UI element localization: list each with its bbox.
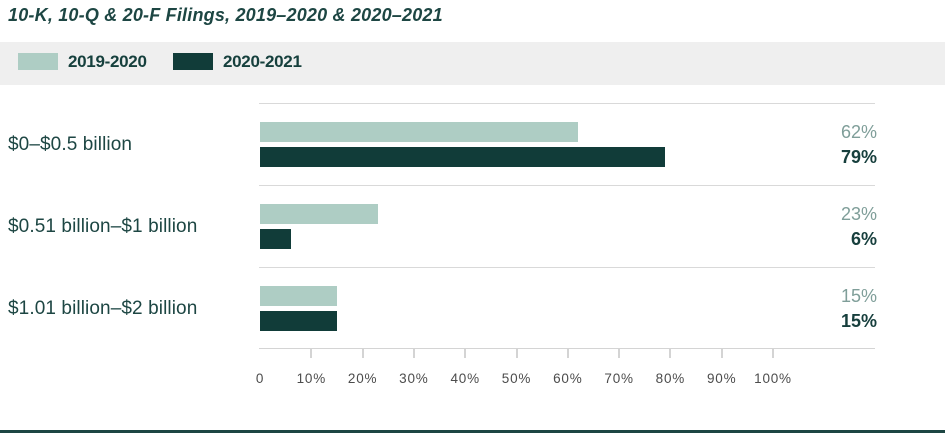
bar-2020-2021 [260, 229, 291, 249]
x-axis-tick-label: 100% [754, 371, 792, 386]
value-label-2019-2020: 15% [840, 286, 877, 306]
category-label: $1.01 billion–$2 billion [8, 298, 198, 319]
x-axis-tick [464, 349, 467, 358]
x-axis-tick [361, 349, 364, 358]
x-axis-tick [720, 349, 723, 358]
legend-label-2019-2020: 2019-2020 [68, 52, 147, 71]
x-axis-tick-label: 20% [347, 371, 378, 386]
x-axis-tick-label: 10% [296, 371, 327, 386]
category-label: $0–$0.5 billion [8, 134, 133, 155]
x-axis-tick [618, 349, 621, 358]
x-axis-tick-label: 0 [255, 371, 265, 386]
x-axis-tick-label: 90% [706, 371, 737, 386]
row-separator-line [259, 267, 875, 268]
value-label-2020-2021: 15% [840, 311, 877, 331]
x-axis-tick [412, 349, 415, 358]
bar-2020-2021 [260, 147, 666, 167]
legend: 2019-2020 2020-2021 [0, 42, 945, 85]
legend-label-2020-2021: 2020-2021 [223, 52, 302, 71]
x-axis-tick [772, 349, 774, 358]
row-separator-line [259, 103, 875, 104]
value-label-2019-2020: 62% [840, 122, 877, 142]
x-axis-tick [566, 349, 569, 358]
value-label-2020-2021: 79% [840, 147, 877, 167]
x-axis-tick-label: 70% [604, 371, 634, 386]
x-axis-tick [515, 349, 518, 358]
bar-2019-2020 [260, 286, 337, 306]
x-axis: 0 10% 20% 30% 40% 50% 60% 70% 80% 90% 100% [0, 348, 945, 393]
category-row-1.01-2-billion: $1.01 billion–$2 billion 15% 15% [0, 267, 945, 349]
value-label-2019-2020: 23% [840, 204, 877, 224]
row-separator-line [259, 185, 875, 186]
bar-2019-2020 [260, 122, 579, 142]
x-axis-baseline [259, 348, 875, 349]
x-axis-tick-label: 50% [501, 371, 532, 386]
x-axis-tick-label: 30% [399, 371, 429, 386]
bottom-divider [0, 430, 945, 433]
category-row-0-0.5-billion: $0–$0.5 billion 62% 79% [0, 103, 945, 185]
x-axis-tick-label: 60% [553, 371, 583, 386]
category-row-0.51-1-billion: $0.51 billion–$1 billion 23% 6% [0, 185, 945, 267]
x-axis-tick-label: 40% [450, 371, 480, 386]
bar-2020-2021 [260, 311, 337, 331]
x-axis-tick-label: 80% [655, 371, 686, 386]
chart-title: 10-K, 10-Q & 20-F Filings, 2019–2020 & 2… [8, 5, 443, 25]
category-label: $0.51 billion–$1 billion [8, 216, 198, 237]
x-axis-tick [669, 349, 672, 358]
bar-2019-2020 [260, 204, 378, 224]
legend-swatch-2020-2021 [173, 53, 213, 70]
x-axis-tick [310, 349, 313, 358]
value-label-2020-2021: 6% [850, 229, 877, 249]
legend-swatch-2019-2020 [18, 53, 58, 70]
